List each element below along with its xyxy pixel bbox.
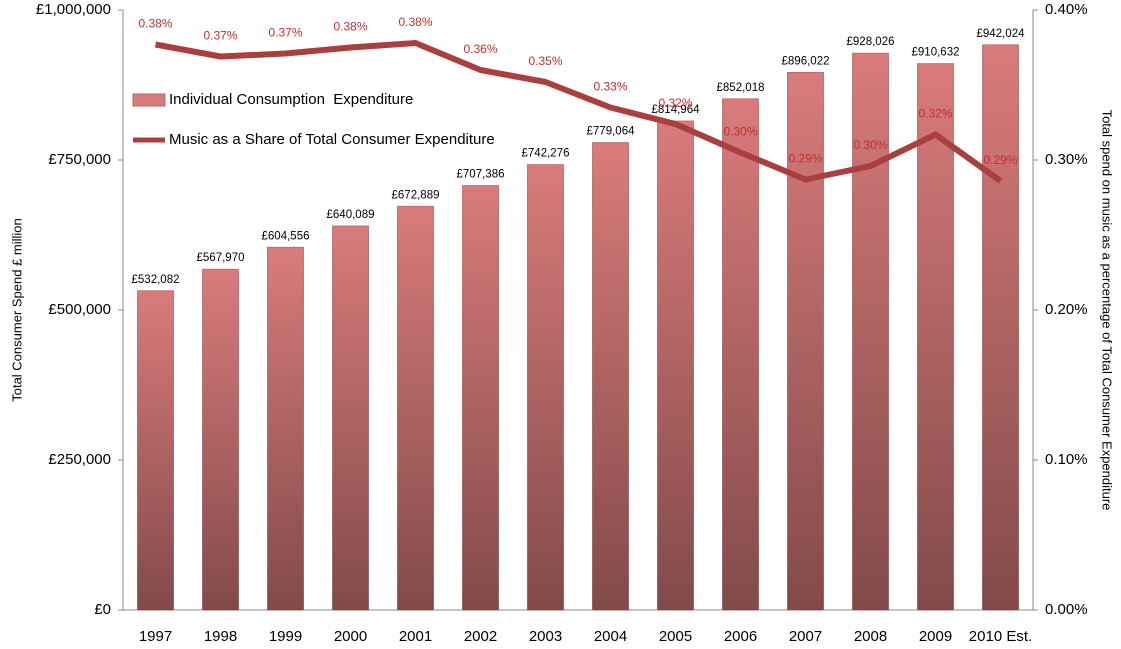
bar-data-label: £640,089 xyxy=(327,209,375,221)
line-data-label: 0.38% xyxy=(333,20,367,34)
bar-shading xyxy=(852,53,889,611)
y-tick-label: £1,000,000 xyxy=(36,1,111,18)
bar-shading xyxy=(917,63,954,611)
bar-data-label: £707,386 xyxy=(457,169,505,181)
x-tick-label: 2007 xyxy=(789,628,822,645)
bar-shading xyxy=(982,44,1019,611)
bar-shading xyxy=(527,164,564,610)
bar-shading xyxy=(397,206,434,610)
bar-data-label: £896,022 xyxy=(782,55,830,67)
y-tick-label: £750,000 xyxy=(48,151,111,168)
x-tick-label: 2001 xyxy=(399,628,432,645)
x-tick-label: 2002 xyxy=(464,628,497,645)
line-data-label: 0.30% xyxy=(723,125,757,139)
x-tick-label: 2003 xyxy=(529,628,562,645)
bar-data-label: £942,024 xyxy=(977,28,1026,40)
line-data-label: 0.29% xyxy=(983,153,1017,167)
bar-shading xyxy=(592,142,629,611)
line xyxy=(154,40,1003,184)
bar-data-label: £672,889 xyxy=(392,189,440,201)
bar-data-label: £604,556 xyxy=(262,230,310,242)
bar-shading xyxy=(202,269,239,610)
legend-label: Music as a Share of Total Consumer Expen… xyxy=(169,131,495,148)
line-data-label: 0.29% xyxy=(788,152,822,166)
line-data-label: 0.38% xyxy=(398,15,432,29)
bar-data-label: £814,964 xyxy=(652,104,701,116)
bar-data-label: £852,018 xyxy=(717,82,765,94)
bar-shading xyxy=(722,98,759,611)
line-data-label: 0.30% xyxy=(853,138,887,152)
y-tick-label: £250,000 xyxy=(48,451,111,468)
bar-shading xyxy=(332,225,369,610)
line-data-label: 0.37% xyxy=(268,26,302,40)
y2-tick-label: 0.40% xyxy=(1045,1,1088,18)
line-data-label: 0.37% xyxy=(203,29,237,43)
y2-axis-label: Total spend on music as a percentage of … xyxy=(1100,110,1115,511)
line-data-label: 0.36% xyxy=(463,42,497,56)
x-tick-label: 2004 xyxy=(594,628,627,645)
y-axis-label: Total Consumer Spend £ million xyxy=(9,218,24,402)
line-data-label: 0.35% xyxy=(528,54,562,68)
x-tick-label: 2006 xyxy=(724,628,757,645)
y2-tick-label: 0.00% xyxy=(1045,601,1088,618)
x-tick-label: 2009 xyxy=(919,628,952,645)
y2-tick-label: 0.10% xyxy=(1045,451,1088,468)
line-data-label: 0.32% xyxy=(658,96,692,110)
legend-swatch xyxy=(132,93,166,107)
x-tick-label: 1998 xyxy=(204,628,237,645)
bar-data-label: £779,064 xyxy=(587,126,636,138)
bar-data-label: £742,276 xyxy=(522,148,570,160)
x-tick-label: 1997 xyxy=(139,628,172,645)
x-tick-label: 2010 Est. xyxy=(969,628,1032,645)
x-tick-label: 2008 xyxy=(854,628,887,645)
x-tick-label: 2000 xyxy=(334,628,367,645)
y-tick-label: £0 xyxy=(94,601,111,618)
bar-shading xyxy=(267,247,304,610)
legend-label: Individual Consumption Expenditure xyxy=(169,91,413,108)
bar-data-label: £910,632 xyxy=(912,47,960,59)
bar-data-label: £567,970 xyxy=(197,252,245,264)
x-tick-label: 1999 xyxy=(269,628,302,645)
bar-shading xyxy=(137,290,174,610)
bar-shading xyxy=(657,121,694,610)
y-tick-label: £500,000 xyxy=(48,301,111,318)
y2-tick-label: 0.20% xyxy=(1045,301,1088,318)
bar-data-label: £532,082 xyxy=(132,274,180,286)
bar-shading xyxy=(787,72,824,611)
line-data-label: 0.38% xyxy=(138,17,172,31)
line-data-label: 0.33% xyxy=(593,80,627,94)
y2-tick-label: 0.30% xyxy=(1045,151,1088,168)
x-tick-label: 2005 xyxy=(659,628,692,645)
line-data-label: 0.32% xyxy=(918,107,952,121)
bar-data-label: £928,026 xyxy=(847,36,895,48)
bar-shading xyxy=(462,185,499,610)
